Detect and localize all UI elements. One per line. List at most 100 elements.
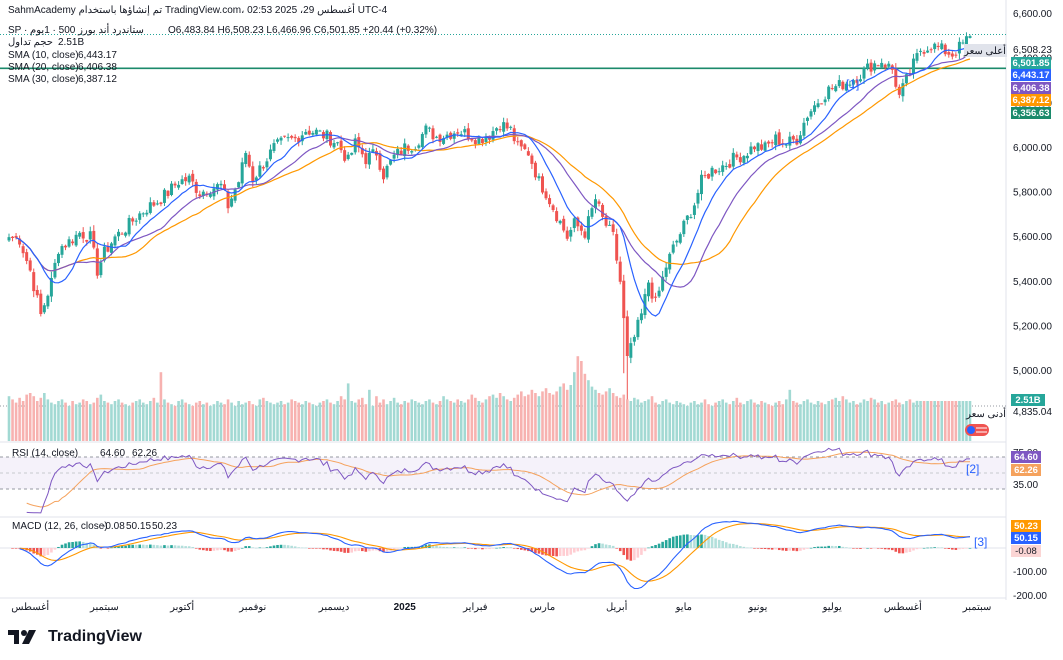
time-tick: يونيو (748, 602, 768, 613)
candle (509, 125, 513, 130)
macd-hist-bar (138, 544, 142, 548)
volume-bar (901, 404, 905, 441)
rsi-value-label: 64.60 (100, 448, 125, 459)
macd-pane[interactable]: -100.00 -200.00 (0, 520, 1047, 602)
candle (314, 127, 318, 137)
sma30-value: 6,387.12 (78, 74, 117, 85)
candle (424, 123, 428, 138)
sma20-badge-text: 6,406.38 (1013, 83, 1050, 94)
price-pane[interactable] (0, 0, 1007, 600)
volume-bar (336, 401, 339, 441)
macd-hist-bar (131, 544, 134, 548)
candle (25, 248, 29, 265)
macd-hist-bar (293, 546, 297, 548)
volume-bar (332, 404, 336, 441)
macd-hist-bar (262, 547, 265, 549)
candle (445, 131, 449, 141)
macd-hist-bar (141, 544, 145, 548)
candle (413, 146, 417, 152)
macd-hist-bar (60, 544, 64, 548)
candle (371, 144, 375, 153)
candle (823, 96, 827, 106)
macd-hist-bar (67, 542, 71, 548)
macd-hist-badge: -0.08 (1011, 545, 1041, 557)
candle (597, 199, 601, 207)
tradingview-logo[interactable]: TradingView (8, 628, 142, 646)
candle (148, 197, 152, 215)
candle (611, 219, 615, 236)
candle (117, 229, 121, 241)
candle (770, 139, 774, 148)
macd-hist-bar (876, 548, 880, 549)
candle (526, 147, 530, 156)
volume-bar (580, 361, 583, 441)
candle (106, 242, 110, 253)
volume-bar (311, 404, 315, 441)
macd-hist-bar (837, 545, 841, 548)
volume-bar (534, 393, 537, 441)
volume-bar (431, 402, 435, 441)
volume-bar (774, 402, 777, 441)
volume-bar (163, 399, 166, 441)
candle (608, 220, 612, 226)
candle (251, 161, 255, 187)
macd-hist-bar (710, 536, 714, 548)
macd-hist-bar (403, 547, 407, 548)
volume-bar (265, 401, 269, 441)
time-tick: سبتمبر (89, 602, 119, 613)
macd-hist-bar (103, 548, 106, 549)
macd-hist-bar (191, 546, 195, 548)
candle (639, 308, 643, 324)
volume-bar (385, 404, 389, 441)
volume-bar (502, 396, 505, 441)
rsi-ma-line (26, 451, 970, 508)
high-label: أعلى سعر (963, 44, 1006, 57)
volume-bar (255, 405, 258, 441)
candle (134, 218, 138, 226)
rsi-pane[interactable]: 75.0035.00 (0, 447, 1038, 514)
flag-icon[interactable] (965, 424, 989, 436)
candle (954, 52, 958, 58)
volume-bar (435, 404, 438, 441)
candle (523, 143, 527, 151)
price-tick: 5,800.00 (1013, 188, 1052, 199)
volume-bar (467, 399, 470, 441)
candle (880, 58, 884, 69)
volume-bar (915, 400, 919, 441)
volume-bar (866, 401, 869, 441)
candle (350, 152, 354, 156)
volume-bar (739, 402, 742, 441)
volume-bar (452, 402, 456, 441)
candle (816, 98, 820, 109)
candle (788, 131, 792, 150)
macd-hist-bar (572, 548, 576, 553)
macd-hist-bar (569, 548, 573, 555)
macd-signal-label: 50.23 (152, 521, 177, 532)
candle (431, 125, 435, 144)
candle (237, 181, 241, 188)
macd-hist-bar (474, 548, 477, 550)
volume-bar (392, 397, 396, 441)
volume-value: 2.51B (58, 37, 84, 48)
volume-bar (558, 386, 562, 441)
candle (922, 49, 926, 57)
macd-hist-bar (919, 548, 922, 549)
candle (540, 173, 544, 195)
rsi-ma-badge-text: 62.26 (1014, 465, 1038, 476)
candle (802, 117, 806, 139)
macd-hist-bar (117, 546, 120, 548)
candle (329, 130, 333, 148)
macd-hist-bar (806, 548, 809, 549)
volume-bar (569, 385, 573, 441)
volume-bar (527, 394, 530, 441)
candle (268, 144, 272, 162)
macd-hist-bar (760, 548, 763, 549)
candle (247, 151, 251, 168)
volume-bar (152, 397, 156, 441)
volume-bar (403, 401, 407, 441)
volume-bar (96, 397, 99, 441)
candle (64, 244, 68, 251)
volume-bar (753, 402, 756, 441)
volume-bar (127, 405, 131, 441)
